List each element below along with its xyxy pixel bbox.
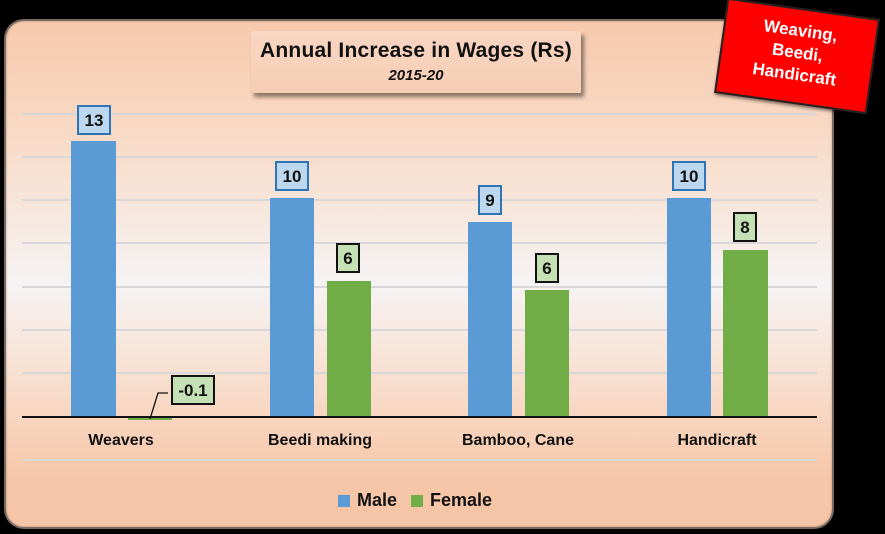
bar-male-weavers — [71, 141, 116, 417]
data-label-male-handicraft: 10 — [672, 161, 706, 191]
gridline — [22, 459, 817, 461]
data-label-female-weavers: -0.1 — [171, 375, 215, 405]
legend: Male Female — [338, 490, 506, 511]
legend-item-female: Female — [411, 490, 492, 511]
category-label: Handicraft — [677, 432, 757, 449]
data-label-male-beedi: 10 — [275, 161, 309, 191]
data-label-female-bamboo: 6 — [535, 253, 559, 283]
bar-male-beedi — [270, 198, 314, 417]
bar-male-handicraft — [667, 198, 711, 417]
bar-female-handicraft — [723, 250, 768, 417]
category-label: Weavers — [88, 432, 154, 449]
bar-male-bamboo — [468, 222, 512, 417]
category-label: Beedi making — [267, 432, 373, 449]
gridline — [22, 199, 817, 201]
legend-item-male: Male — [338, 490, 397, 511]
legend-label-female: Female — [430, 490, 493, 510]
gridline — [22, 242, 817, 244]
category-label: Bamboo, Cane — [461, 432, 574, 449]
data-label-male-bamboo: 9 — [478, 185, 502, 215]
gridline — [22, 286, 817, 288]
data-label-male-weavers: 13 — [77, 105, 111, 135]
bar-female-bamboo — [525, 290, 569, 417]
x-axis-line — [22, 416, 817, 418]
bar-female-beedi — [327, 281, 371, 417]
female-swatch-icon — [411, 494, 424, 507]
leader-line — [149, 392, 168, 420]
chart-subtitle: 2015-20 — [388, 67, 444, 84]
chart-title: Annual Increase in Wages (Rs) — [260, 39, 572, 62]
data-label-female-handicraft: 8 — [733, 212, 757, 242]
data-label-female-beedi: 6 — [336, 243, 360, 273]
gridline — [22, 329, 817, 331]
gridline — [22, 113, 817, 115]
legend-label-male: Male — [357, 490, 398, 510]
male-swatch-icon — [338, 494, 350, 507]
gridline — [22, 156, 817, 158]
chart-title-box: Annual Increase in Wages (Rs) 2015-20 — [251, 31, 581, 93]
gridline — [22, 372, 817, 374]
